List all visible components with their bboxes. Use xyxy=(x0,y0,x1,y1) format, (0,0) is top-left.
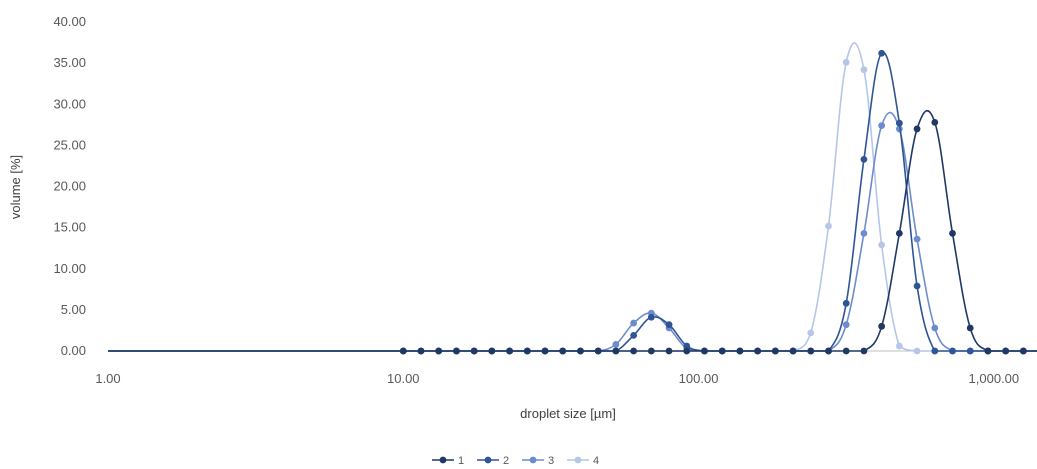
series-1-point xyxy=(825,347,832,355)
y-tick-label: 35.00 xyxy=(53,55,86,70)
series-2-point xyxy=(949,347,956,355)
series-1-point xyxy=(470,347,478,355)
legend-item-1: 1 xyxy=(432,455,464,467)
series-1-point xyxy=(718,347,726,355)
legend-swatch-marker xyxy=(439,456,447,464)
legend-label: 4 xyxy=(593,455,599,467)
x-tick-label: 1.00 xyxy=(95,371,120,386)
series-1-point xyxy=(701,347,708,355)
legend-item-3: 3 xyxy=(522,455,554,467)
series-1-point xyxy=(647,347,655,355)
legend-item-4: 4 xyxy=(567,455,599,467)
series-1-point xyxy=(842,347,850,355)
x-tick-label: 10.00 xyxy=(387,371,420,386)
plot-series xyxy=(107,42,1037,355)
series-1-point xyxy=(541,347,549,355)
series-1-point xyxy=(913,125,921,133)
series-1-point xyxy=(577,347,584,355)
series-1-point xyxy=(1019,347,1027,355)
series-1-point xyxy=(966,324,974,332)
legend-swatch-marker xyxy=(529,456,537,464)
series-1-point xyxy=(399,347,407,355)
series-1-point xyxy=(860,347,868,355)
series-4-point xyxy=(842,58,850,66)
series-1-point xyxy=(931,118,939,126)
series-2-point xyxy=(895,119,903,127)
series-1-point xyxy=(736,347,744,355)
y-tick-label: 0.00 xyxy=(61,343,86,358)
series-4-point xyxy=(807,329,815,337)
series-2-point xyxy=(860,155,868,163)
series-1-point xyxy=(984,347,992,355)
legend-label: 2 xyxy=(503,455,509,467)
series-4-point xyxy=(878,241,886,249)
series-2-point xyxy=(630,331,638,339)
series-4-point xyxy=(825,222,832,230)
series-2-point xyxy=(931,347,939,355)
series-1-point xyxy=(754,347,762,355)
y-tick-label: 20.00 xyxy=(53,179,86,194)
y-tick-label: 5.00 xyxy=(61,302,86,317)
series-1-point xyxy=(435,347,443,355)
legend: 1 2 3 4 xyxy=(432,455,599,467)
series-4 xyxy=(107,42,1037,355)
series-1-point xyxy=(559,347,567,355)
series-1-point xyxy=(949,229,956,237)
y-tick-label: 30.00 xyxy=(53,96,86,111)
series-2-point xyxy=(966,347,974,355)
series-1-point xyxy=(506,347,513,355)
series-2-point xyxy=(878,49,886,57)
series-1-point xyxy=(789,347,797,355)
y-tick-label: 25.00 xyxy=(53,137,86,152)
series-2-point xyxy=(842,299,850,307)
y-tick-label: 10.00 xyxy=(53,261,86,276)
series-1-point xyxy=(612,347,620,355)
series-1-point xyxy=(878,322,886,330)
series-3-point xyxy=(612,341,620,348)
series-1-point xyxy=(488,347,496,355)
series-3-point xyxy=(630,319,638,327)
y-axis-title: volume [%] xyxy=(8,155,23,219)
legend-swatch-marker xyxy=(484,456,492,464)
x-axis-title: droplet size [µm] xyxy=(520,406,616,421)
series-1-point xyxy=(771,347,779,355)
series-1-point xyxy=(895,229,903,237)
series-1-point xyxy=(683,347,691,355)
series-3-point xyxy=(842,321,850,329)
series-2-point xyxy=(647,313,655,321)
series-2-point xyxy=(683,342,691,350)
series-2-point xyxy=(665,321,673,329)
legend-swatch-marker xyxy=(574,456,582,464)
series-3-point xyxy=(878,122,886,130)
series-1-point xyxy=(417,347,425,355)
series-3-point xyxy=(931,324,939,332)
legend-label: 1 xyxy=(458,455,464,467)
series-2-line xyxy=(107,51,1037,352)
x-tick-label: 1,000.00 xyxy=(969,371,1020,386)
series-4-line xyxy=(107,42,1037,352)
series-2 xyxy=(107,49,1037,355)
series-4-point xyxy=(895,342,903,350)
series-1-point xyxy=(630,347,638,355)
series-1-point xyxy=(807,347,815,355)
y-axis-tick-labels: 0.00 5.00 10.00 15.00 20.00 25.00 30.00 35.00 40… xyxy=(53,14,86,358)
series-4-point xyxy=(860,66,868,74)
x-axis-tick-labels: 1.00 10.00 100.00 1,000.00 xyxy=(95,371,1019,386)
series-1-point xyxy=(453,347,460,355)
legend-label: 3 xyxy=(548,455,554,467)
y-tick-label: 40.00 xyxy=(53,14,86,29)
series-3-point xyxy=(860,229,868,237)
series-1 xyxy=(107,110,1037,355)
series-4-point xyxy=(913,347,921,355)
series-1-point xyxy=(523,347,531,355)
series-1-point xyxy=(665,347,673,355)
x-tick-label: 100.00 xyxy=(679,371,719,386)
legend-item-2: 2 xyxy=(477,455,509,467)
series-3-point xyxy=(913,235,921,243)
y-tick-label: 15.00 xyxy=(53,220,86,235)
series-1-point xyxy=(1002,347,1010,355)
series-2-point xyxy=(913,282,921,290)
series-1-point xyxy=(594,347,602,355)
